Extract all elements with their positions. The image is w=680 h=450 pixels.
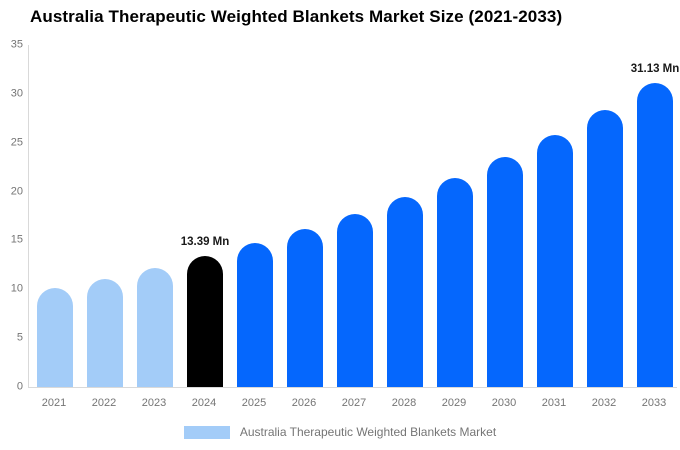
x-axis-label-2031: 2031 xyxy=(541,397,567,409)
bar-2025 xyxy=(237,243,273,387)
chart-title: Australia Therapeutic Weighted Blankets … xyxy=(30,7,563,26)
x-axis-label-2027: 2027 xyxy=(341,397,367,409)
y-axis-label-35: 35 xyxy=(10,38,23,51)
x-axis-label-2023: 2023 xyxy=(141,397,167,409)
bar-2021 xyxy=(37,288,73,387)
x-axis-label-2028: 2028 xyxy=(391,397,417,409)
y-axis-label-10: 10 xyxy=(10,282,23,295)
plot-area: 13.39 Mn 31.13 Mn xyxy=(28,45,680,388)
bar-value-label-2033: 31.13 Mn xyxy=(630,62,680,75)
y-axis-label-25: 25 xyxy=(10,136,23,149)
bar-2030 xyxy=(487,157,523,387)
y-axis-label-30: 30 xyxy=(10,87,23,100)
legend: Australia Therapeutic Weighted Blankets … xyxy=(0,425,680,439)
bar-value-label-2024: 13.39 Mn xyxy=(180,236,230,249)
bar-2028 xyxy=(387,196,423,387)
legend-label: Australia Therapeutic Weighted Blankets … xyxy=(239,425,497,439)
bar-2032 xyxy=(587,110,623,387)
x-axis-label-2026: 2026 xyxy=(291,397,317,409)
y-axis-label-15: 15 xyxy=(10,233,23,246)
bar-2024 xyxy=(187,256,223,387)
x-axis-label-2032: 2032 xyxy=(591,397,617,409)
bar-2033 xyxy=(637,82,673,387)
bar-2029 xyxy=(437,177,473,387)
x-axis-label-2029: 2029 xyxy=(441,397,467,409)
legend-swatch xyxy=(183,425,230,439)
bar-2027 xyxy=(337,213,373,387)
bar-2026 xyxy=(287,229,323,387)
x-axis-label-2022: 2022 xyxy=(91,397,117,409)
x-axis-label-2021: 2021 xyxy=(41,397,67,409)
x-axis-label-2030: 2030 xyxy=(491,397,517,409)
bar-2022 xyxy=(87,278,123,387)
bar-2031 xyxy=(537,134,573,387)
bar-2023 xyxy=(137,267,173,387)
y-axis-label-20: 20 xyxy=(10,185,23,198)
x-axis-label-2024: 2024 xyxy=(191,397,217,409)
y-axis-label-5: 5 xyxy=(16,331,23,344)
y-axis-label-0: 0 xyxy=(16,380,23,393)
x-axis-label-2025: 2025 xyxy=(241,397,267,409)
x-axis-label-2033: 2033 xyxy=(641,397,667,409)
